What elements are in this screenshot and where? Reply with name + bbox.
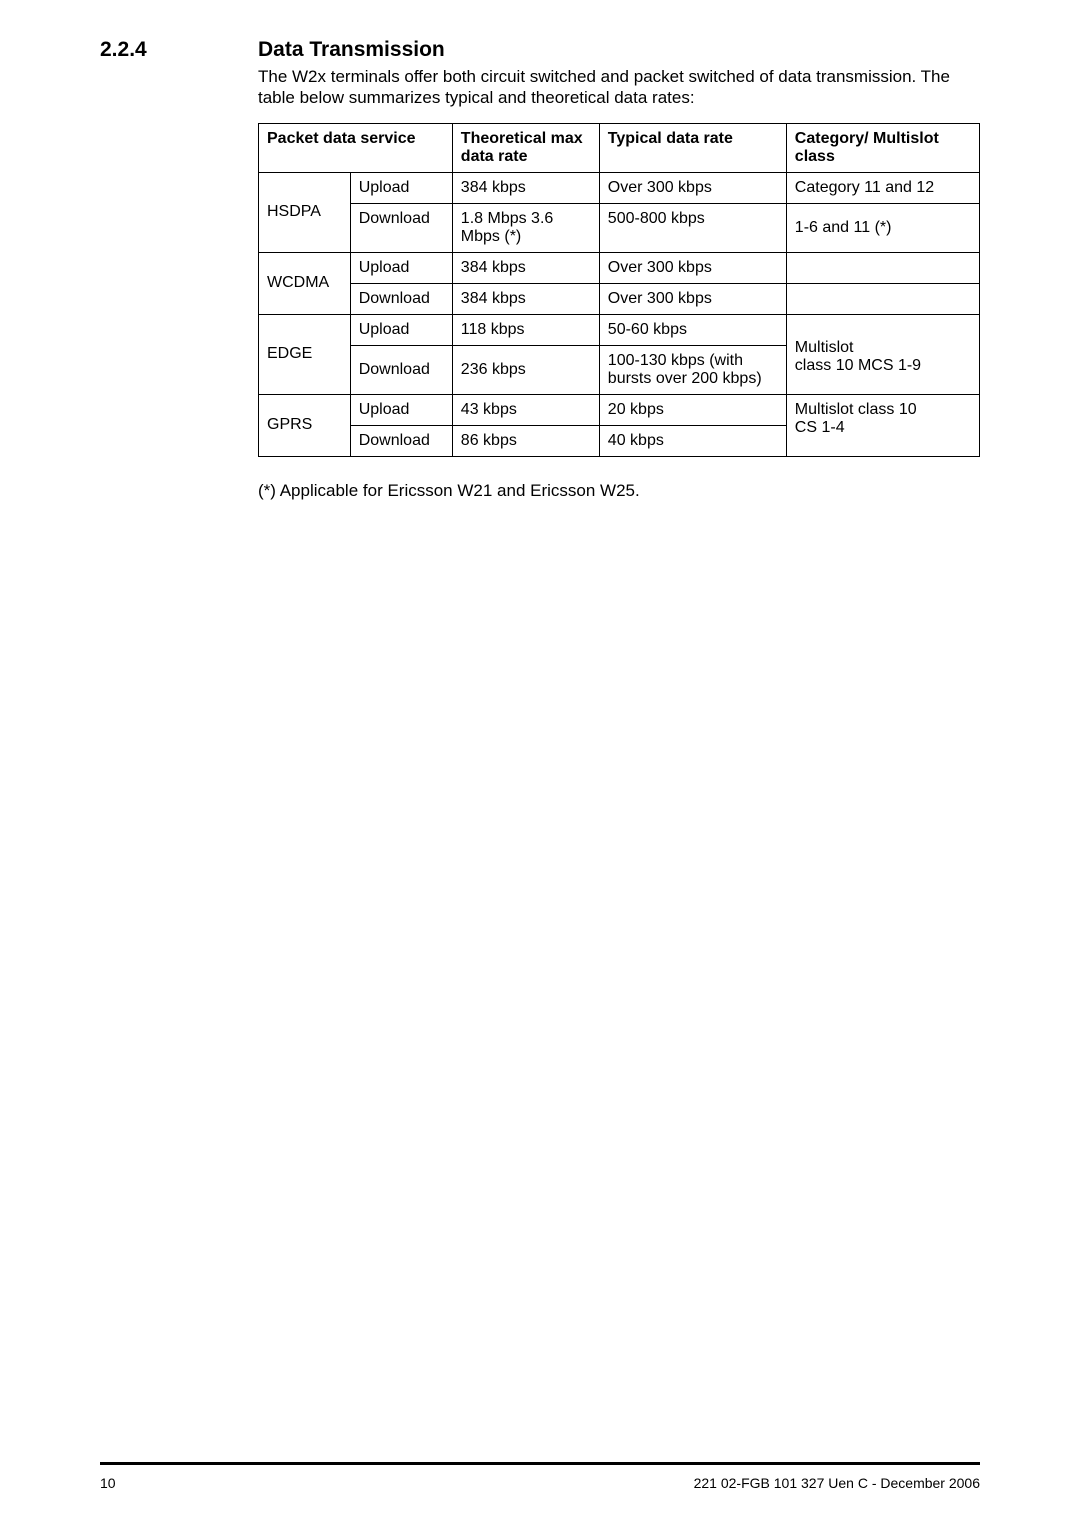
footer-page-number: 10 — [100, 1475, 116, 1491]
th-theoretical: Theoretical max data rate — [452, 123, 599, 172]
tech-gprs: GPRS — [259, 394, 351, 456]
dir-upload: Upload — [350, 314, 452, 345]
cell-edge-cat-bottom: class 10 MCS 1-9 — [795, 357, 971, 375]
dir-upload: Upload — [350, 394, 452, 425]
dir-download: Download — [350, 283, 452, 314]
cell-edge-dn-theo: 236 kbps — [452, 345, 599, 394]
data-rate-table: Packet data service Theoretical max data… — [258, 123, 980, 457]
cell-wcdma-up-typ: Over 300 kbps — [599, 252, 786, 283]
cell-gprs-dn-typ: 40 kbps — [599, 425, 786, 456]
th-category: Category/ Multislot class — [786, 123, 979, 172]
tech-wcdma: WCDMA — [259, 252, 351, 314]
footer-divider — [100, 1462, 980, 1465]
intro-paragraph: The W2x terminals offer both circuit swi… — [258, 66, 980, 109]
footer-doc-id: 221 02-FGB 101 327 Uen C - December 2006 — [694, 1475, 980, 1491]
cell-gprs-dn-theo: 86 kbps — [452, 425, 599, 456]
cell-gprs-up-theo: 43 kbps — [452, 394, 599, 425]
section-number: 2.2.4 — [100, 38, 258, 62]
cell-edge-up-typ: 50-60 kbps — [599, 314, 786, 345]
cell-hsdpa-dn-cat: 1-6 and 11 (*) — [786, 203, 979, 252]
cell-hsdpa-up-theo: 384 kbps — [452, 172, 599, 203]
cell-wcdma-up-theo: 384 kbps — [452, 252, 599, 283]
tech-hsdpa: HSDPA — [259, 172, 351, 252]
cell-wcdma-dn-cat — [786, 283, 979, 314]
dir-download: Download — [350, 203, 452, 252]
cell-hsdpa-dn-theo: 1.8 Mbps 3.6 Mbps (*) — [452, 203, 599, 252]
footnote: (*) Applicable for Ericsson W21 and Eric… — [258, 481, 980, 501]
cell-gprs-up-typ: 20 kbps — [599, 394, 786, 425]
dir-upload: Upload — [350, 172, 452, 203]
cell-hsdpa-dn-typ: 500-800 kbps — [599, 203, 786, 252]
dir-download: Download — [350, 345, 452, 394]
cell-wcdma-dn-typ: Over 300 kbps — [599, 283, 786, 314]
cell-gprs-cat-top: Multislot class 10 — [795, 401, 971, 419]
th-typical: Typical data rate — [599, 123, 786, 172]
cell-gprs-cat-bottom: CS 1-4 — [795, 419, 971, 437]
tech-edge: EDGE — [259, 314, 351, 394]
section-heading: Data Transmission — [258, 38, 980, 62]
cell-hsdpa-up-typ: Over 300 kbps — [599, 172, 786, 203]
cell-edge-cat-top: Multislot — [795, 339, 971, 357]
cell-hsdpa-up-cat: Category 11 and 12 — [786, 172, 979, 203]
cell-edge-cat: Multislot class 10 MCS 1-9 — [786, 314, 979, 394]
cell-edge-dn-typ: 100-130 kbps (with bursts over 200 kbps) — [599, 345, 786, 394]
th-packet-data-service: Packet data service — [259, 123, 453, 172]
dir-download: Download — [350, 425, 452, 456]
cell-gprs-cat: Multislot class 10 CS 1-4 — [786, 394, 979, 456]
cell-edge-up-theo: 118 kbps — [452, 314, 599, 345]
cell-wcdma-up-cat — [786, 252, 979, 283]
cell-wcdma-dn-theo: 384 kbps — [452, 283, 599, 314]
dir-upload: Upload — [350, 252, 452, 283]
